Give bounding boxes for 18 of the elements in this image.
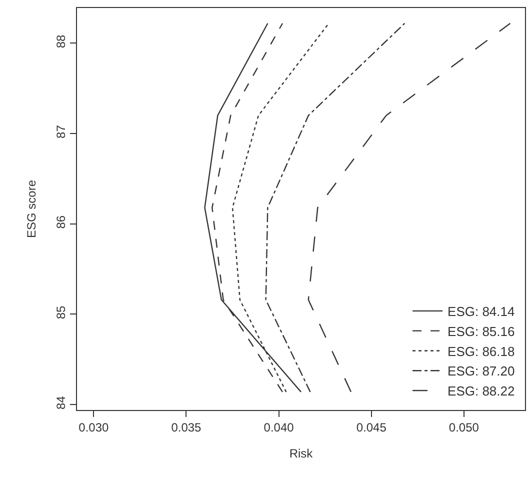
x-tick-label: 0.045 — [356, 420, 387, 434]
y-tick-label: 87 — [54, 124, 68, 138]
legend-label: ESG: 88.22 — [448, 384, 515, 399]
legend-label: ESG: 87.20 — [448, 364, 515, 379]
x-axis-title: Risk — [289, 446, 314, 460]
y-tick-label: 84 — [54, 396, 68, 410]
y-tick-label: 86 — [54, 215, 68, 229]
legend-label: ESG: 85.16 — [448, 324, 515, 339]
x-tick-label: 0.050 — [448, 420, 480, 434]
y-axis-title: ESG score — [24, 180, 38, 238]
line-series — [265, 22, 406, 393]
y-tick-label: 85 — [54, 305, 68, 320]
y-tick-label: 88 — [54, 34, 68, 48]
x-tick-label: 0.030 — [78, 420, 109, 434]
legend-label: ESG: 86.18 — [448, 344, 515, 359]
legend-label: ESG: 84.14 — [448, 304, 515, 319]
x-tick-label: 0.040 — [264, 420, 294, 434]
x-tick-label: 0.035 — [171, 420, 202, 434]
